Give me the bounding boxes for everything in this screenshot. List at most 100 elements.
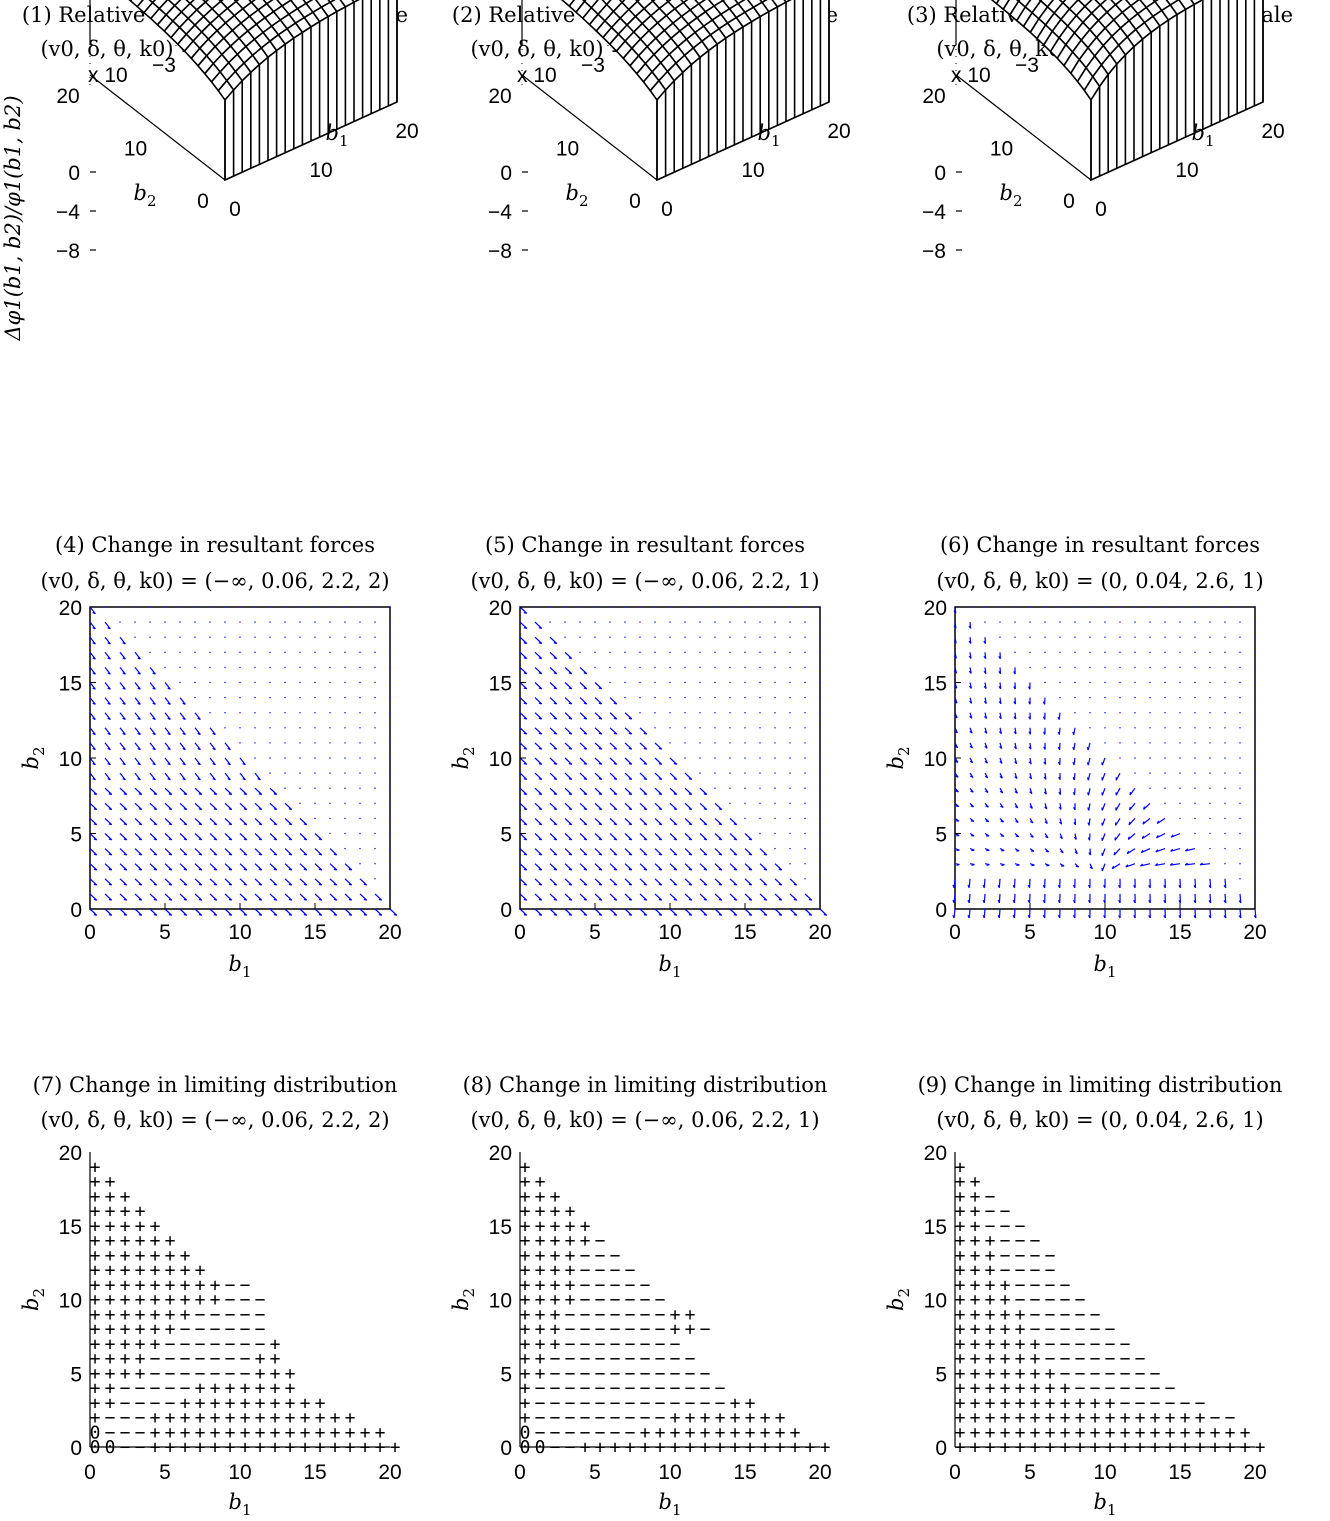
arrow-head [658, 868, 662, 871]
sign-cell: + [595, 1437, 606, 1458]
arrow [564, 757, 573, 765]
zero-vector-dot [254, 712, 256, 714]
arrow-head [168, 808, 172, 811]
zero-vector-dot [1134, 757, 1136, 759]
zero-vector-dot [209, 636, 211, 638]
zero-vector-dot [224, 636, 226, 638]
zero-vector-dot [759, 712, 761, 714]
sign-cell: − [985, 1186, 996, 1207]
b2-tick-label: 10 [124, 138, 147, 161]
sign-cell: − [670, 1363, 681, 1384]
arrow-head [643, 732, 647, 735]
zero-vector-dot [359, 727, 361, 729]
sign-cell: − [240, 1334, 251, 1355]
sign-cell: − [595, 1319, 606, 1340]
arrow-head [183, 838, 187, 841]
arrow [639, 742, 648, 750]
arrow-head [213, 913, 217, 916]
zero-vector-dot [1194, 712, 1196, 714]
b2-axis-line [521, 74, 658, 181]
zero-vector-dot [804, 606, 806, 608]
sign-cell: + [730, 1422, 741, 1443]
zero-vector-dot [744, 681, 746, 684]
panel-3: (3) Relative change in expected sale(v0,… [907, 0, 1293, 263]
zero-vector-dot [194, 621, 196, 623]
arrow-head [1103, 899, 1106, 904]
arrow-head [583, 702, 587, 705]
sign-cell: − [685, 1363, 696, 1384]
arrow [639, 802, 648, 811]
arrow-head [1028, 716, 1031, 720]
arrow-head [628, 762, 632, 765]
zero-vector-dot [774, 696, 776, 699]
arrow [669, 772, 678, 780]
arrow-head [673, 808, 677, 811]
arrow-head [107, 672, 111, 675]
arrow [534, 833, 543, 841]
arrow-head [303, 853, 307, 856]
zero-vector-dot [239, 727, 241, 729]
arrow [759, 863, 768, 871]
arrow [564, 863, 573, 871]
arrow-head [568, 717, 572, 720]
zero-vector-dot [284, 696, 286, 699]
zero-vector-dot [1089, 712, 1091, 714]
arrow-head [303, 883, 307, 886]
zero-vector-dot [699, 606, 701, 608]
sign-cell: + [970, 1334, 981, 1355]
sign-cell: − [625, 1334, 636, 1355]
arrow [119, 893, 128, 901]
zero-vector-dot [254, 742, 256, 744]
arrow-head [1087, 899, 1091, 904]
arrow-head [213, 853, 217, 856]
arrow-head [984, 715, 987, 719]
arrow-head [688, 883, 692, 886]
arrow [549, 817, 558, 826]
zero-vector-dot [1239, 712, 1241, 714]
sign-cell: + [1225, 1437, 1236, 1458]
zero-vector-dot [284, 712, 286, 714]
zero-vector-dot [819, 727, 821, 729]
x-tick-label: 0 [84, 1461, 96, 1484]
sign-cell: − [1120, 1378, 1131, 1399]
arrow-head [288, 838, 292, 841]
arrow-head [1044, 821, 1048, 824]
arrow [179, 833, 188, 841]
zero-vector-dot [714, 621, 716, 623]
arrow-head [568, 883, 572, 886]
sign-cell: + [1105, 1408, 1116, 1429]
sign-cell: + [105, 1378, 116, 1399]
arrow-head [92, 763, 96, 766]
sign-cell: − [580, 1422, 591, 1443]
arrow [609, 878, 618, 886]
arrow [549, 651, 558, 660]
arrow-head [968, 640, 972, 644]
sign-cell: − [595, 1245, 606, 1266]
sign-cell: + [90, 1319, 101, 1340]
sign-cell: − [1105, 1319, 1116, 1340]
sign-cell: + [550, 1319, 561, 1340]
zero-vector-dot [1254, 712, 1256, 714]
surface-skirt [656, 0, 830, 182]
arrow [224, 908, 233, 916]
arrow [744, 833, 753, 841]
zero-vector-dot [804, 636, 806, 638]
arrow [164, 817, 173, 826]
arrow [179, 878, 188, 886]
arrow [684, 893, 693, 901]
sign-cell: + [535, 1334, 546, 1355]
arrow-head [523, 898, 527, 901]
arrow-head [1193, 900, 1197, 904]
sign-cell: + [550, 1304, 561, 1325]
sign-cell: + [670, 1408, 681, 1429]
arrow [104, 682, 111, 690]
sign-cell: + [730, 1437, 741, 1458]
zero-vector-dot [699, 696, 701, 699]
arrow [194, 712, 201, 720]
sign-cell: + [955, 1172, 966, 1193]
arrow-head [778, 913, 782, 916]
zero-vector-dot [1224, 787, 1226, 789]
sign-cell: + [655, 1422, 666, 1443]
sign-cell: − [655, 1334, 666, 1355]
y-tick-label: 10 [59, 1290, 82, 1313]
